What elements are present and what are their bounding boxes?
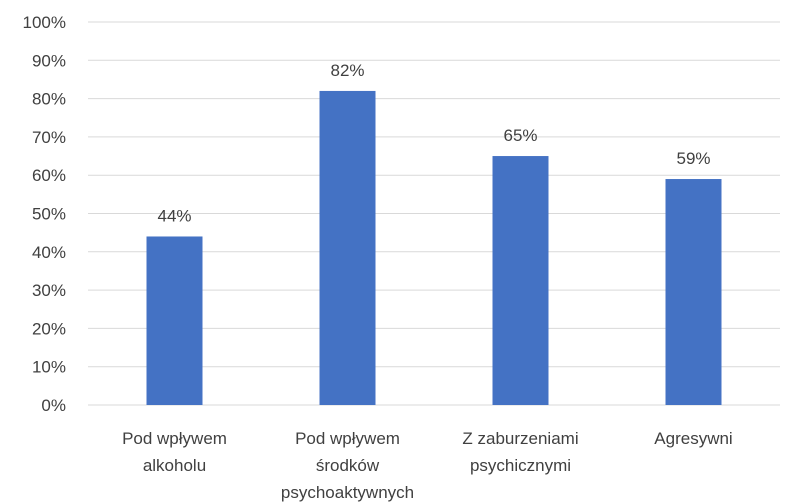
x-category-label: Agresywni <box>654 429 732 448</box>
data-labels: 44% 82% 65% 59% <box>157 61 710 226</box>
y-axis-ticks: 0% 10% 20% 30% 40% 50% 60% 70% 80% 90% 100% <box>23 13 66 415</box>
x-axis-labels: Pod wpływem alkoholu Pod wpływem środków psy… <box>122 429 733 502</box>
y-tick-label: 70% <box>32 128 66 147</box>
data-label: 59% <box>676 149 710 168</box>
y-tick-label: 60% <box>32 166 66 185</box>
x-category-label: Z zaburzeniami <box>462 429 578 448</box>
data-label: 65% <box>503 126 537 145</box>
y-tick-label: 10% <box>32 358 66 377</box>
y-tick-label: 90% <box>32 51 66 70</box>
y-tick-label: 40% <box>32 243 66 262</box>
bar <box>146 236 203 405</box>
x-category-label: psychicznymi <box>470 456 571 475</box>
x-category-label: psychoaktywnych <box>281 483 414 502</box>
y-tick-label: 80% <box>32 90 66 109</box>
bar <box>319 90 376 405</box>
gridlines <box>88 21 780 406</box>
x-category-label: Pod wpływem <box>122 429 227 448</box>
x-category-label: środków <box>316 456 380 475</box>
x-category-label: alkoholu <box>143 456 206 475</box>
bars <box>146 90 722 405</box>
y-tick-label: 50% <box>32 205 66 224</box>
y-tick-label: 100% <box>23 13 66 32</box>
data-label: 82% <box>330 61 364 80</box>
bar <box>665 179 722 405</box>
bar <box>492 156 549 405</box>
y-tick-label: 0% <box>41 396 66 415</box>
y-tick-label: 20% <box>32 319 66 338</box>
y-tick-label: 30% <box>32 281 66 300</box>
x-category-label: Pod wpływem <box>295 429 400 448</box>
data-label: 44% <box>157 206 191 225</box>
